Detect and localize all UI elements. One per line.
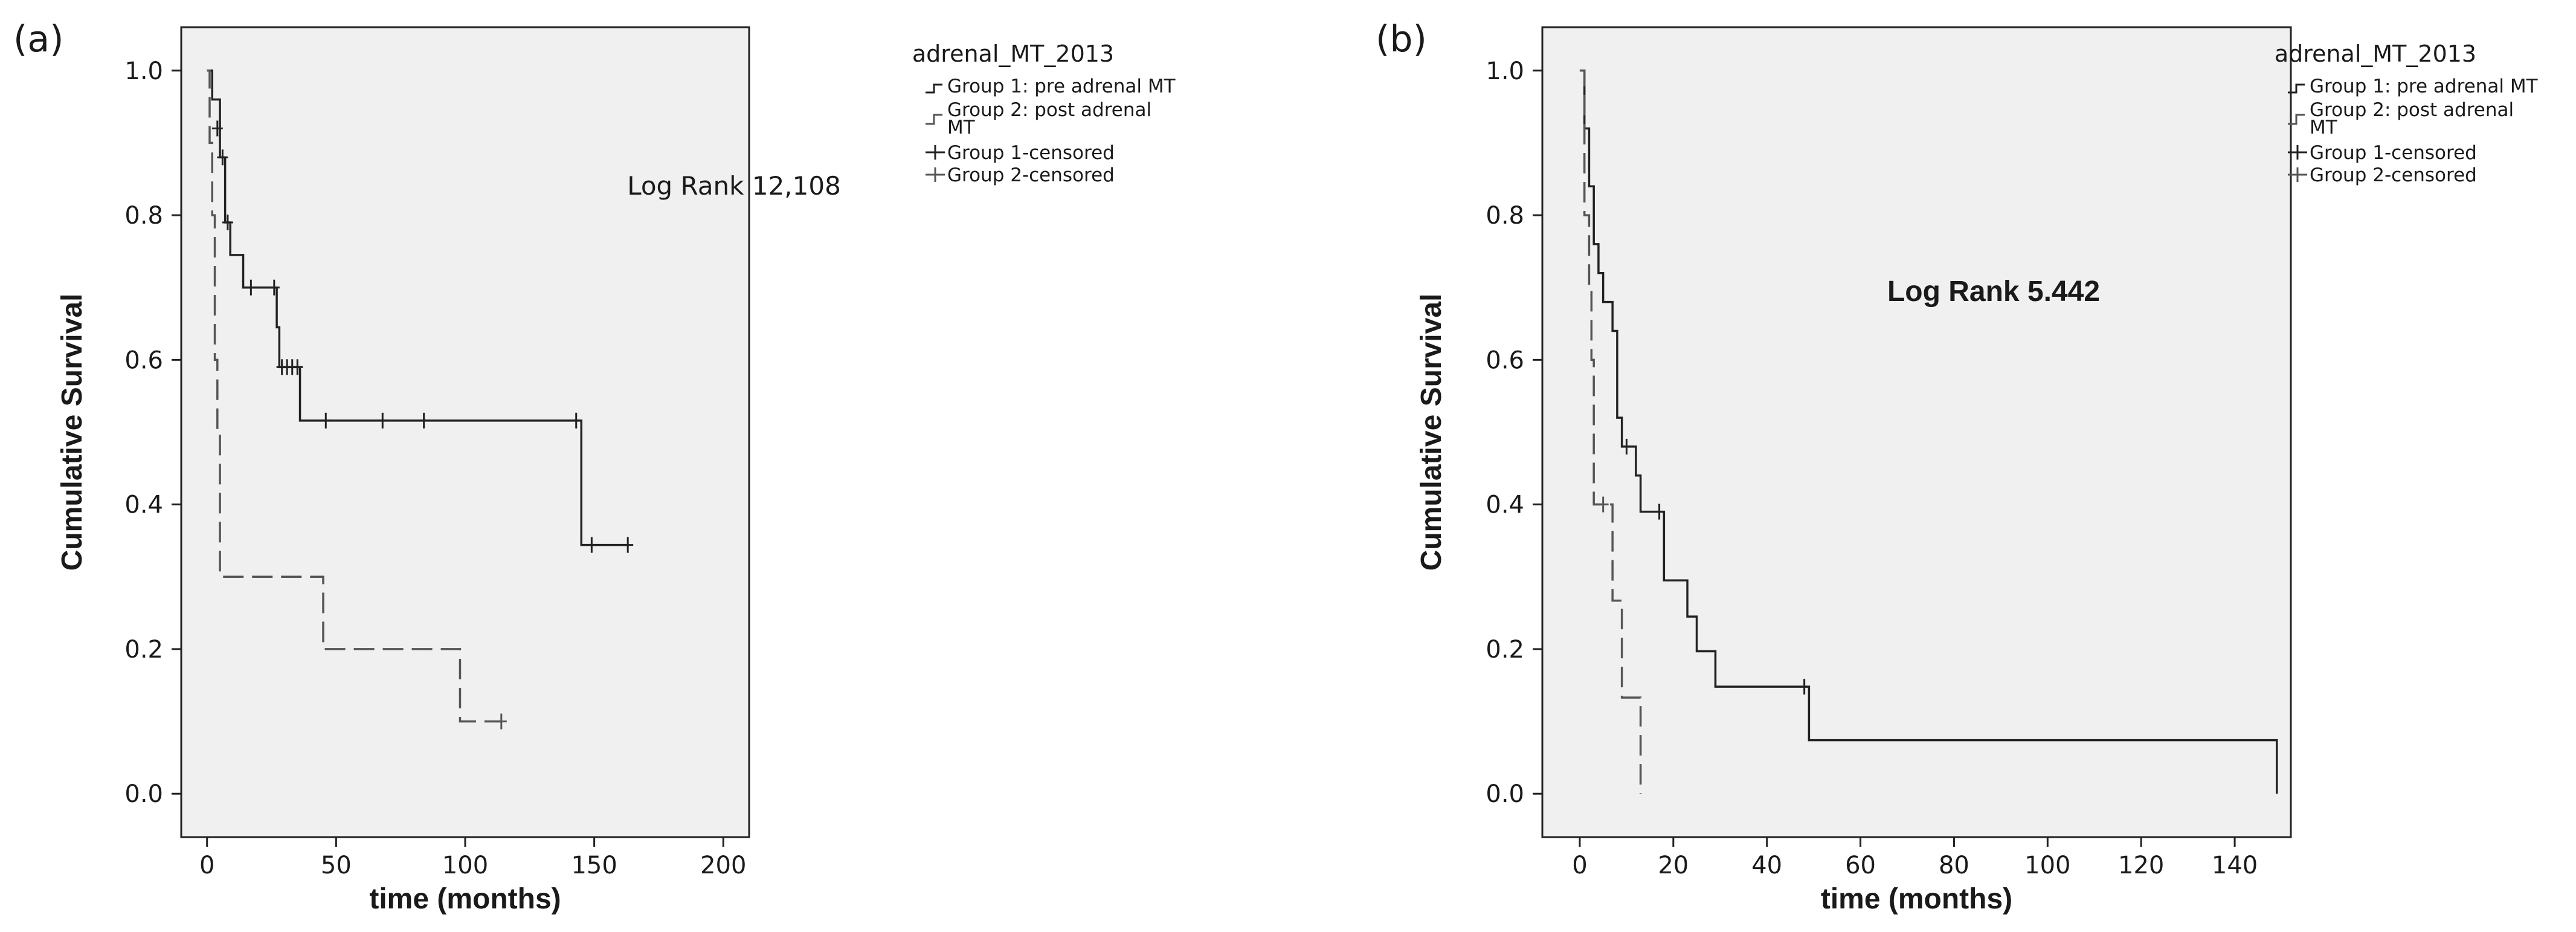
plot-area [180, 26, 750, 838]
x-axis-title: time (months) [1821, 883, 2012, 915]
legend-title: adrenal_MT_2013 [912, 40, 1114, 67]
survival-curve-group-1 [207, 70, 628, 546]
x-tick-label: 100 [442, 852, 488, 879]
survival-curve-group-2 [1579, 70, 1642, 794]
x-tick-label: 140 [2212, 852, 2258, 879]
y-tick-label: 0.2 [124, 636, 163, 664]
x-tick-label: 80 [1939, 852, 1969, 879]
y-tick-label: 0.2 [1486, 636, 1524, 664]
x-tick-label: 0 [199, 852, 214, 879]
x-tick-label: 200 [700, 852, 746, 879]
survival-curve-group-2 [207, 70, 501, 723]
y-tick-label: 0.8 [1486, 202, 1524, 230]
x-tick-label: 50 [321, 852, 352, 879]
y-tick-label: 1.0 [124, 57, 163, 85]
y-tick-label: 0.0 [1486, 780, 1524, 808]
y-tick-label: 0.4 [1486, 491, 1524, 519]
panel-label: (b) [1376, 18, 1427, 60]
y-tick-label: 0.4 [124, 491, 163, 519]
x-axis-title: time (months) [369, 883, 561, 915]
log-rank-annotation: Log Rank 12,108 [627, 171, 841, 201]
y-tick-label: 0.6 [124, 346, 163, 374]
legend-label: Group 1: pre adrenal MT [947, 76, 1176, 97]
legend-label: Group 1: pre adrenal MT [2310, 76, 2539, 97]
y-tick-label: 1.0 [1486, 57, 1524, 85]
chart-panel-a: (a) 0.0 0.2 0.4 0.6 0.8 1.0 0 50 100 150 200 time (m… [13, 18, 1176, 915]
x-tick-label: 0 [1572, 852, 1587, 879]
x-tick-label: 60 [1845, 852, 1876, 879]
legend-symbol-group-2 [2288, 114, 2305, 125]
x-tick-label: 120 [2118, 852, 2164, 879]
y-tick-label: 0.0 [124, 780, 163, 808]
x-tick-label: 150 [571, 852, 617, 879]
legend-label: Group 2-censored [947, 164, 1115, 186]
y-axis-title: Cumulative Survival [56, 294, 88, 571]
legend-title: adrenal_MT_2013 [2275, 40, 2476, 67]
legend-label: Group 2: post adrenal MT [947, 99, 1151, 138]
x-tick-label: 40 [1751, 852, 1782, 879]
legend-symbol-group-1 [2288, 83, 2305, 94]
legend-label: Group 1-censored [2310, 142, 2477, 164]
y-axis-title: Cumulative Survival [1415, 294, 1447, 571]
x-tick-label: 100 [2024, 852, 2070, 879]
y-tick-label: 0.8 [124, 202, 163, 230]
legend-label: Group 2-censored [2310, 164, 2477, 186]
legend-symbol-group-1 [926, 83, 942, 94]
plot-area [1541, 26, 2292, 838]
legend-label: Group 1-censored [947, 142, 1115, 164]
legend-symbol-group-2 [926, 114, 942, 125]
legend-label: Group 2: post adrenal MT [2310, 99, 2514, 138]
chart-panel-b: (b) 0.0 0.2 0.4 0.6 0.8 1.0 0 20 40 60 80 100 120 140 t… [1376, 18, 2539, 915]
panel-label: (a) [13, 18, 64, 60]
log-rank-annotation: Log Rank 5.442 [1887, 276, 2100, 308]
x-tick-label: 20 [1658, 852, 1689, 879]
y-tick-label: 0.6 [1486, 346, 1524, 374]
